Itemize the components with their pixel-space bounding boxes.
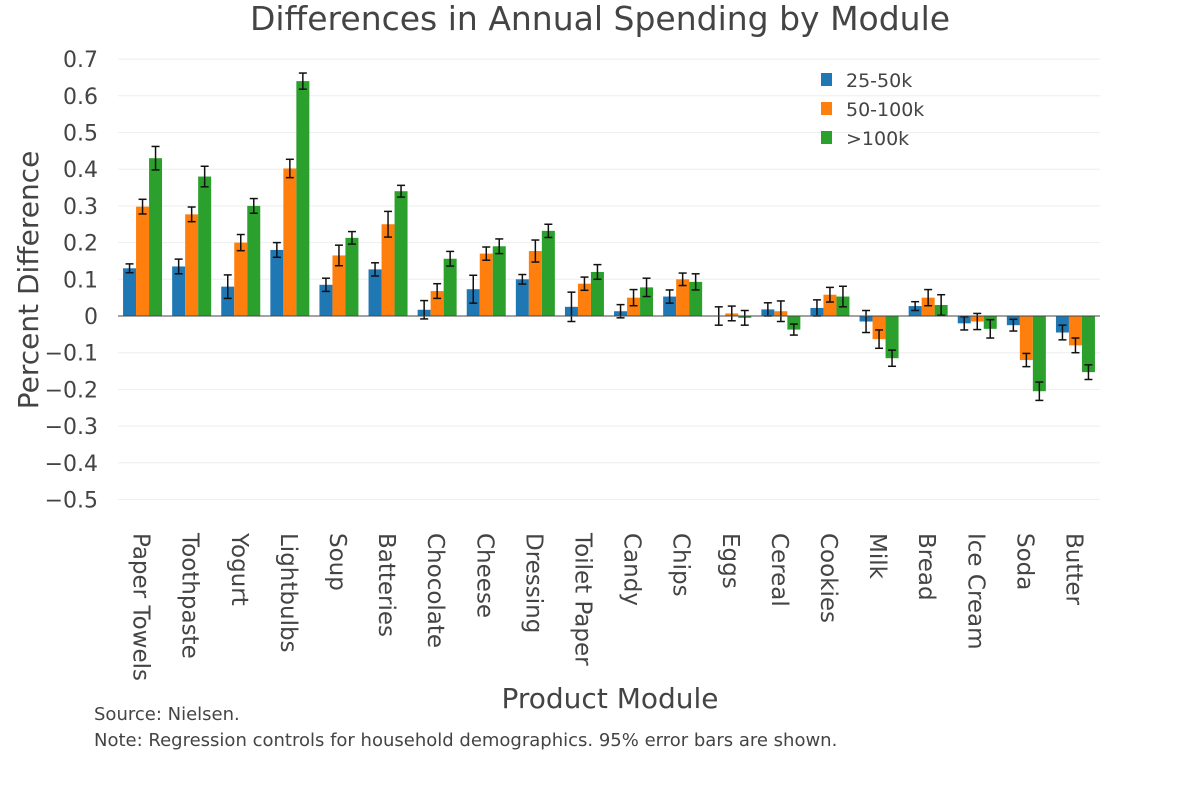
- legend-label: >100k: [846, 128, 909, 150]
- bar: [541, 230, 555, 316]
- bar: [1032, 316, 1046, 392]
- bar: [319, 284, 333, 316]
- bar: [872, 316, 886, 340]
- bar: [663, 296, 677, 316]
- x-tick-label: Soda: [1011, 533, 1037, 590]
- x-tick-label: Soup: [324, 533, 350, 591]
- x-tick-label: Toothpaste: [177, 532, 203, 659]
- bar: [479, 253, 493, 316]
- legend-swatch-50-100k: [821, 102, 832, 115]
- chart-title: Differences in Annual Spending by Module: [250, 0, 950, 38]
- y-tick-label: 0.3: [63, 195, 98, 220]
- x-tick-label: Chips: [668, 533, 694, 597]
- y-tick-label: −0.2: [45, 378, 98, 403]
- y-tick-label: 0.1: [63, 268, 98, 293]
- y-tick-label: −0.1: [45, 342, 98, 367]
- bar: [823, 294, 837, 316]
- y-tick-label: 0.6: [63, 85, 98, 110]
- y-tick-label: −0.5: [45, 489, 98, 514]
- legend-item[interactable]: >100k: [821, 128, 909, 150]
- bar: [515, 279, 529, 316]
- legend-label: 25-50k: [846, 70, 912, 92]
- x-tick-label: Toilet Paper: [569, 532, 595, 666]
- y-tick-label: 0.4: [63, 158, 98, 183]
- y-tick-label: −0.3: [45, 415, 98, 440]
- x-tick-label: Lightbulbs: [275, 533, 301, 653]
- bar: [627, 297, 641, 316]
- bar: [921, 297, 935, 316]
- x-tick-label: Paper Towels: [128, 533, 154, 681]
- bar: [492, 246, 506, 316]
- bar: [136, 206, 150, 316]
- bars: [123, 81, 1095, 392]
- x-tick-label: Cookies: [815, 533, 841, 623]
- bar: [1081, 316, 1095, 373]
- bar: [270, 249, 284, 316]
- x-tick-label: Candy: [619, 533, 645, 606]
- bar: [123, 268, 137, 316]
- bar: [590, 271, 604, 316]
- x-tick-label: Cheese: [471, 533, 497, 618]
- x-axis-title: Product Module: [501, 682, 718, 715]
- legend-item[interactable]: 25-50k: [821, 70, 912, 92]
- bar: [185, 214, 199, 316]
- x-tick-label: Eggs: [717, 533, 743, 589]
- bar: [332, 255, 346, 316]
- bar: [283, 168, 297, 316]
- bar: [296, 81, 310, 317]
- bar: [640, 287, 654, 316]
- bar: [528, 251, 542, 316]
- legend-label: 50-100k: [846, 99, 924, 121]
- x-tick-label: Yogurt: [226, 532, 252, 606]
- bar: [394, 191, 408, 316]
- y-tick-label: 0.7: [63, 48, 98, 73]
- legend-swatch-over-100k: [821, 131, 832, 144]
- x-tick-label: Milk: [864, 533, 890, 580]
- y-tick-label: 0: [84, 305, 98, 330]
- bar: [172, 266, 186, 316]
- bar: [443, 258, 457, 316]
- x-tick-label: Butter: [1060, 533, 1086, 606]
- bar: [247, 205, 261, 316]
- bar: [234, 242, 248, 316]
- source-note: Source: Nielsen.: [94, 704, 240, 725]
- gridlines: [118, 58, 1100, 500]
- bar: [885, 316, 899, 359]
- bar: [430, 291, 444, 316]
- y-axis-title: Percent Difference: [12, 151, 45, 410]
- bar: [381, 224, 395, 316]
- x-tick-labels: Paper Towels Toothpaste Yogurt Lightbulbs So…: [128, 532, 1087, 681]
- bar: [149, 158, 163, 316]
- error-bars: [125, 72, 1093, 402]
- x-tick-label: Batteries: [373, 533, 399, 637]
- y-tick-label: −0.4: [45, 452, 98, 477]
- legend-swatch-25-50k: [821, 73, 832, 86]
- x-tick-label: Ice Cream: [962, 533, 988, 650]
- x-tick-label: Chocolate: [422, 533, 448, 648]
- bar: [1019, 316, 1033, 361]
- legend[interactable]: 25-50k 50-100k >100k: [821, 70, 924, 150]
- footnote: Note: Regression controls for household …: [94, 730, 837, 751]
- bar: [1055, 316, 1069, 333]
- x-tick-label: Dressing: [520, 533, 546, 633]
- bar: [198, 176, 212, 316]
- bar: [676, 279, 690, 316]
- y-tick-label: 0.2: [63, 232, 98, 257]
- x-tick-label: Bread: [913, 533, 939, 601]
- y-tick-label: 0.5: [63, 122, 98, 147]
- legend-item[interactable]: 50-100k: [821, 99, 924, 121]
- bar: [345, 237, 359, 316]
- x-tick-label: Cereal: [766, 533, 792, 607]
- bar: [221, 286, 235, 316]
- bar: [577, 283, 591, 316]
- bar: [787, 316, 801, 330]
- bar: [368, 269, 382, 316]
- y-tick-labels: 0.7 0.6 0.5 0.4 0.3 0.2 0.1 0 −0.1 −0.2 −0.3 −0.4 −0…: [45, 48, 98, 513]
